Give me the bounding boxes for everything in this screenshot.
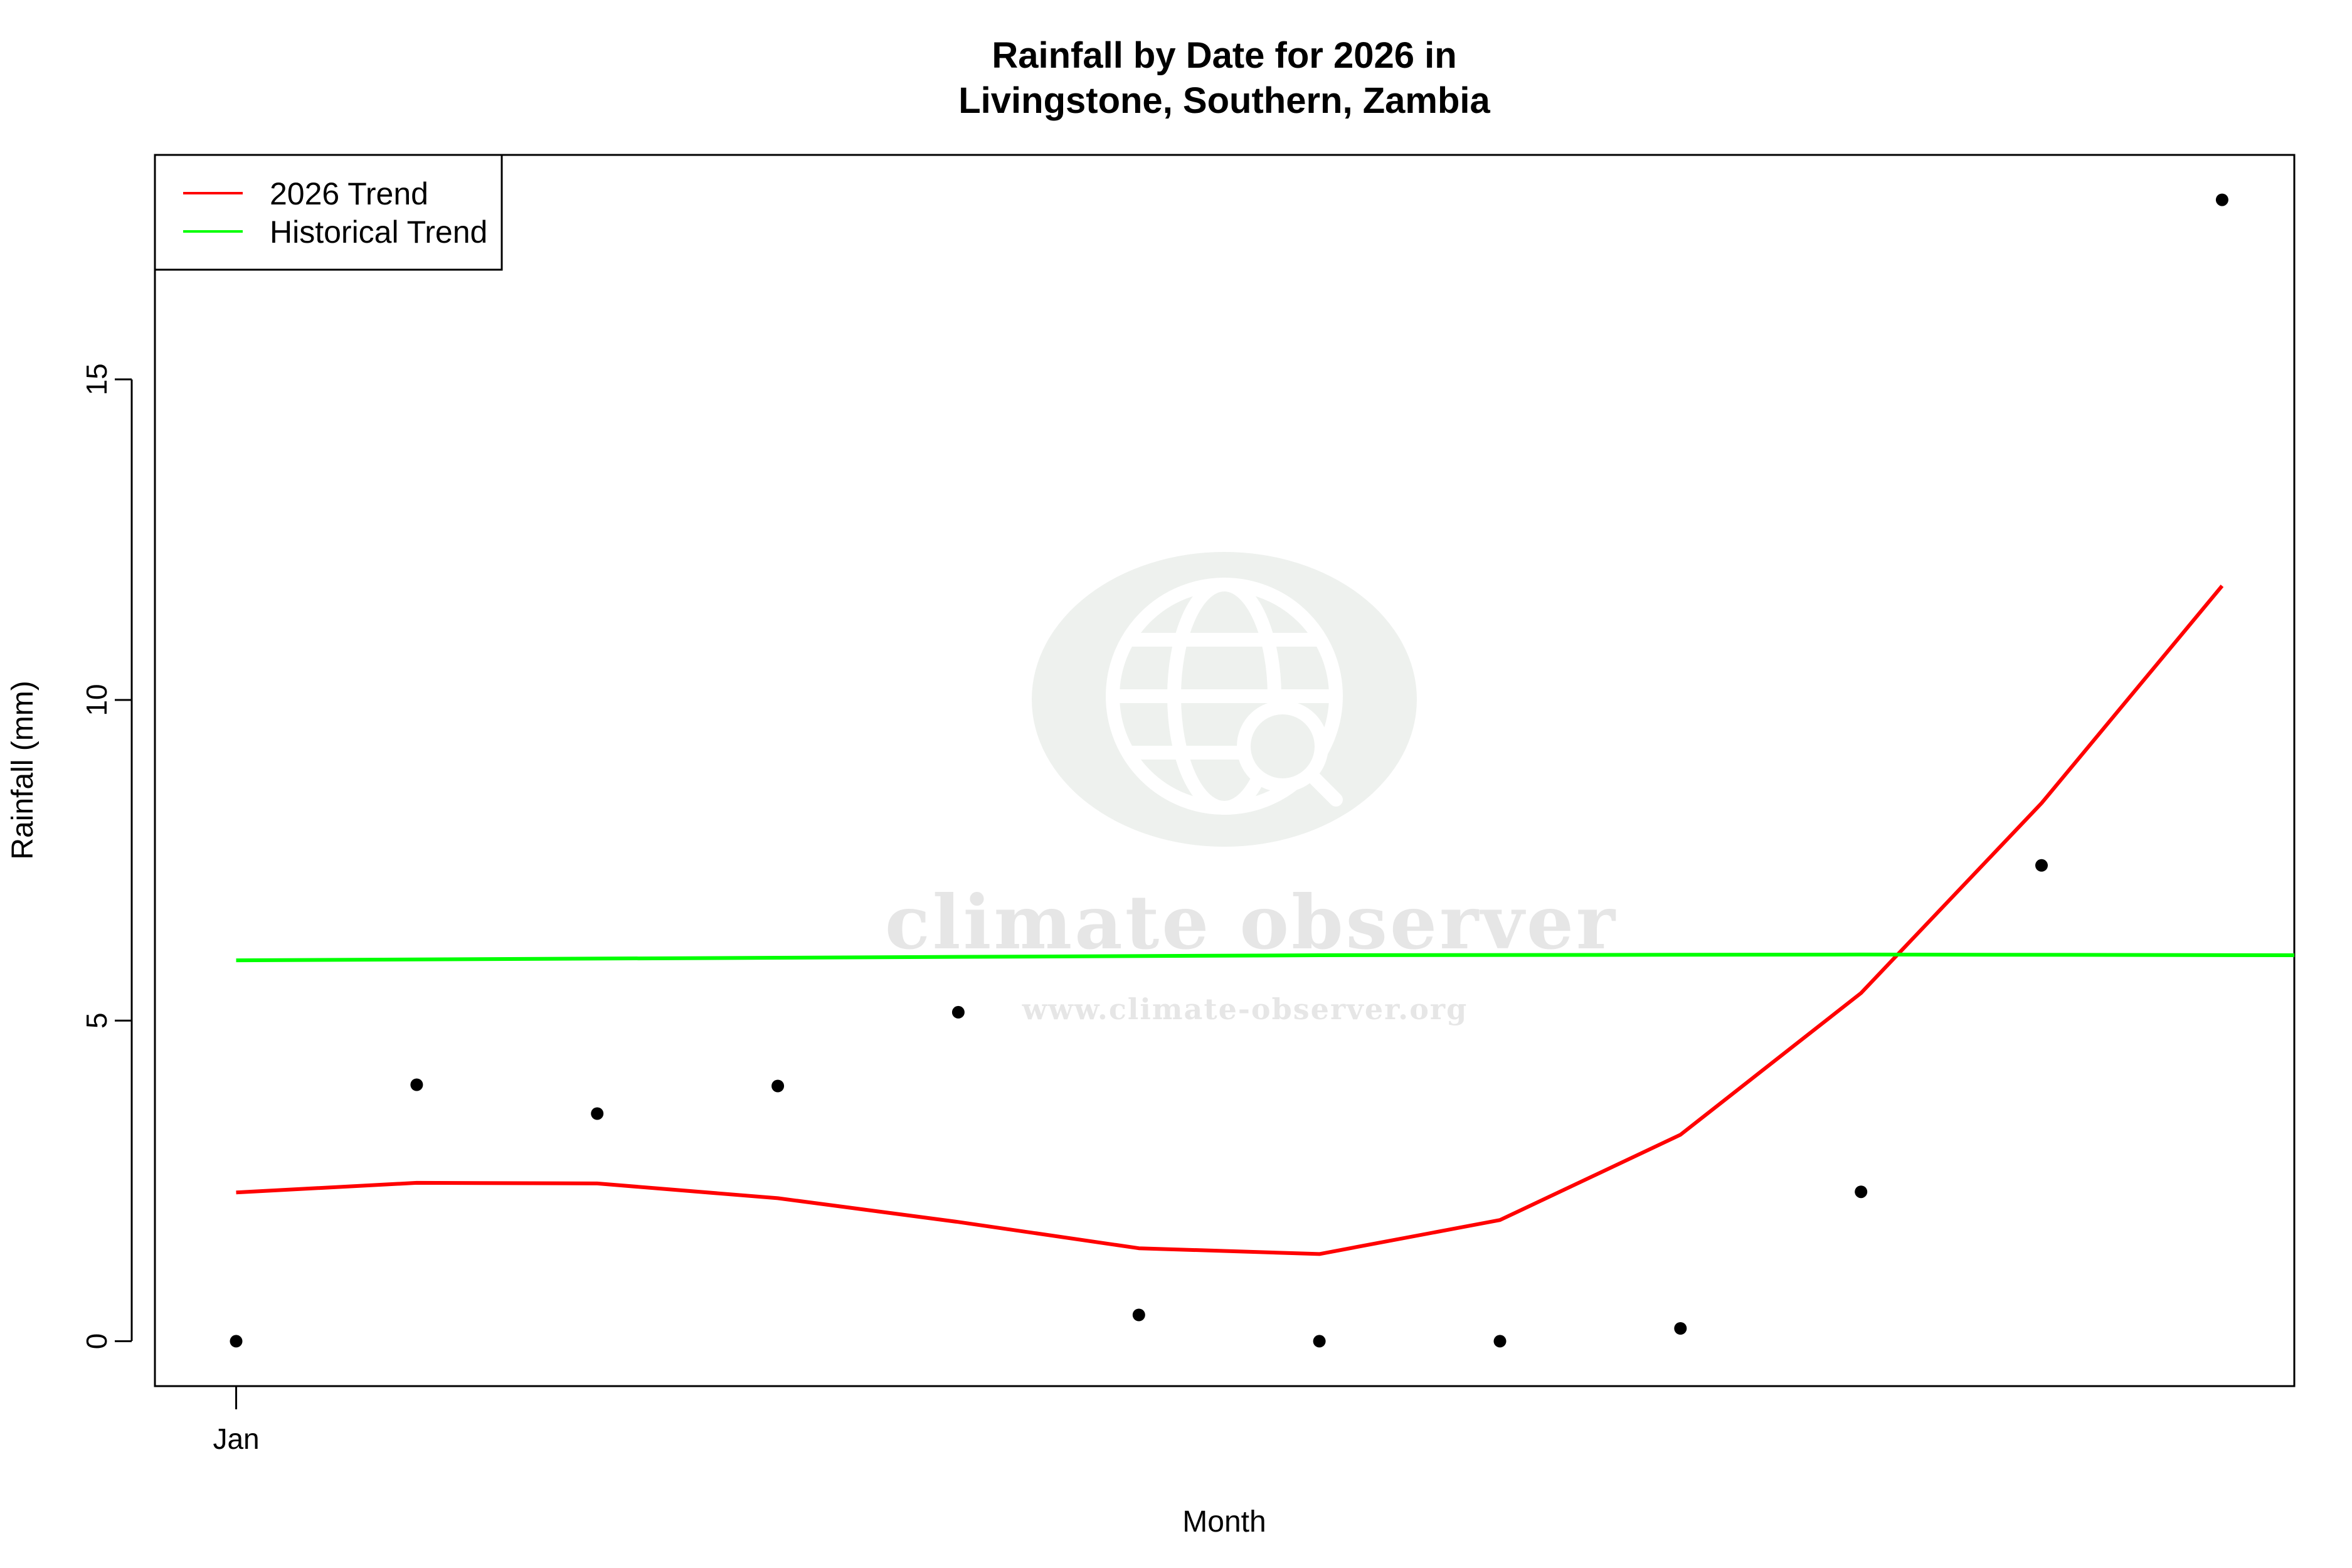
points-layer xyxy=(230,193,2228,1348)
y-axis-label: Rainfall (mm) xyxy=(6,681,40,859)
x-tick-label: Jan xyxy=(213,1422,259,1455)
data-point xyxy=(410,1078,423,1091)
data-point xyxy=(1855,1185,1868,1199)
legend-label-2026-trend: 2026 Trend xyxy=(270,176,428,211)
data-point xyxy=(771,1079,785,1093)
y-tick-label: 0 xyxy=(80,1333,113,1350)
series-line-historical-trend xyxy=(236,952,2294,963)
data-point xyxy=(2035,859,2048,872)
data-point xyxy=(951,1005,965,1019)
data-point xyxy=(591,1107,604,1120)
watermark-url: www.climate-observer.org xyxy=(1022,992,1468,1026)
series-layer xyxy=(236,585,2294,1256)
x-axis-label: Month xyxy=(1182,1505,1266,1539)
data-point xyxy=(2215,193,2228,206)
legend-box xyxy=(154,154,503,271)
data-point xyxy=(230,1335,243,1348)
data-point xyxy=(1493,1335,1507,1348)
y-axis-ticks: 0 5 10 15 xyxy=(80,363,132,1349)
y-tick-label: 15 xyxy=(80,363,113,395)
globe-search-icon xyxy=(1106,578,1343,815)
chart-title-line2: Livingstone, Southern, Zambia xyxy=(958,80,1490,121)
plot-frame xyxy=(154,154,2296,1387)
y-axis: 0 5 10 15 xyxy=(80,363,133,1349)
data-point xyxy=(1132,1308,1145,1322)
legend-label-historical-trend: Historical Trend xyxy=(270,215,487,250)
series-line-2026-trend xyxy=(236,585,2224,1256)
y-tick-label: 5 xyxy=(80,1012,113,1029)
y-tick-label: 10 xyxy=(80,684,113,716)
x-axis: Jan xyxy=(213,1386,260,1455)
legend: 2026 Trend Historical Trend xyxy=(154,154,503,271)
watermark-name: climate observer xyxy=(885,879,1618,966)
x-axis-ticks: Jan xyxy=(213,1386,260,1455)
chart-title-line1: Rainfall by Date for 2026 in xyxy=(992,35,1456,76)
data-point xyxy=(1674,1322,1687,1335)
data-point xyxy=(1313,1335,1326,1348)
watermark: climate observer www.climate-observer.or… xyxy=(885,552,1618,1026)
